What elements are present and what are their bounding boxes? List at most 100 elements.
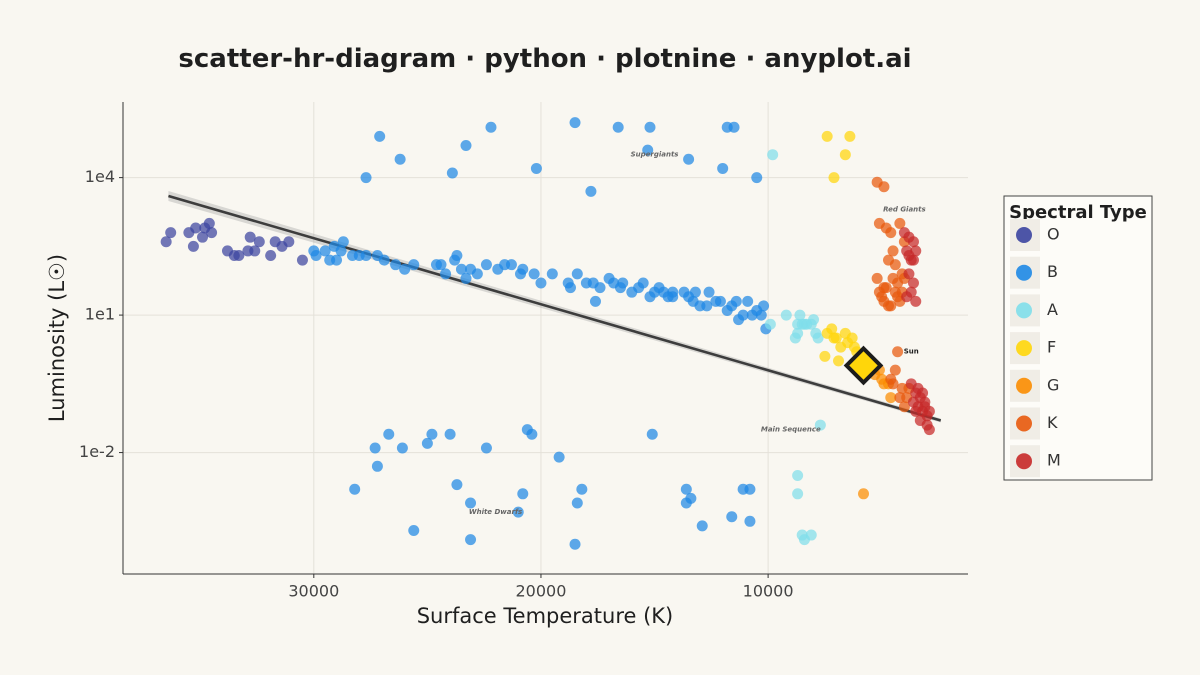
data-point-K xyxy=(882,300,894,312)
legend-label-B: B xyxy=(1047,262,1058,281)
data-point-B xyxy=(680,483,692,495)
data-point-B xyxy=(683,153,695,165)
data-point-B xyxy=(374,130,386,142)
data-point-B xyxy=(696,520,708,532)
data-point-A xyxy=(810,327,822,339)
data-point-F xyxy=(826,323,838,335)
data-point-B xyxy=(451,250,463,262)
y-axis-ticks: 1e-2 1e1 1e4 xyxy=(79,167,123,461)
data-point-B xyxy=(435,259,447,271)
data-point-B xyxy=(553,451,565,463)
data-point-K xyxy=(889,286,901,298)
series-A xyxy=(764,149,826,546)
data-point-O xyxy=(249,245,261,257)
data-point-B xyxy=(594,282,606,294)
annotation-supergiants: Supergiants xyxy=(631,151,679,159)
data-point-G xyxy=(885,392,897,404)
series-O xyxy=(160,217,308,266)
data-point-B xyxy=(742,295,754,307)
data-point-M xyxy=(910,405,922,417)
data-point-K xyxy=(878,282,890,294)
data-point-O xyxy=(165,227,177,239)
x-tick-label: 20000 xyxy=(516,582,567,601)
data-point-B xyxy=(642,144,654,156)
data-point-B xyxy=(758,300,770,312)
legend-key-G xyxy=(1016,377,1032,394)
legend-label-M: M xyxy=(1047,451,1061,470)
data-point-K xyxy=(887,245,899,257)
data-point-F xyxy=(819,350,831,362)
data-point-B xyxy=(571,268,583,280)
legend-key-K xyxy=(1016,415,1032,432)
y-tick-label: 1e-2 xyxy=(79,442,115,461)
data-point-B xyxy=(517,263,529,275)
data-point-A xyxy=(792,488,804,500)
data-point-A xyxy=(794,309,806,321)
data-point-B xyxy=(755,309,767,321)
data-point-K xyxy=(878,181,890,193)
data-point-B xyxy=(512,506,524,518)
data-point-O xyxy=(253,236,265,248)
data-point-A xyxy=(814,419,826,431)
gridlines xyxy=(123,102,968,574)
data-point-K xyxy=(876,291,888,303)
data-point-B xyxy=(726,511,738,523)
data-point-B xyxy=(612,121,624,133)
data-point-B xyxy=(383,428,395,440)
data-point-B xyxy=(471,268,483,280)
legend-label-G: G xyxy=(1047,375,1059,394)
data-point-B xyxy=(689,286,701,298)
data-point-B xyxy=(408,524,420,536)
data-point-B xyxy=(667,291,679,303)
data-point-K xyxy=(887,272,899,284)
data-point-B xyxy=(530,162,542,174)
data-point-B xyxy=(371,460,383,472)
legend-title: Spectral Type xyxy=(1009,202,1147,223)
data-point-B xyxy=(569,117,581,129)
data-point-B xyxy=(589,295,601,307)
data-point-B xyxy=(730,295,742,307)
data-point-B xyxy=(331,254,343,266)
data-point-B xyxy=(480,259,492,271)
data-point-B xyxy=(701,300,713,312)
data-point-B xyxy=(517,488,529,500)
data-point-F xyxy=(828,332,840,344)
data-point-B xyxy=(444,428,456,440)
data-point-O xyxy=(244,231,256,243)
data-point-B xyxy=(426,428,438,440)
data-point-B xyxy=(465,497,477,509)
data-point-A xyxy=(780,309,792,321)
series-M xyxy=(898,227,935,436)
series-F xyxy=(819,130,863,367)
data-point-F xyxy=(821,130,833,142)
annotation-white-dwarfs: White Dwarfs xyxy=(469,508,522,516)
data-point-K xyxy=(889,259,901,271)
data-point-B xyxy=(528,268,540,280)
data-point-B xyxy=(480,442,492,454)
data-point-A xyxy=(796,318,808,330)
legend-label-A: A xyxy=(1047,300,1058,319)
data-point-B xyxy=(369,442,381,454)
data-point-B xyxy=(455,263,467,275)
sun-marker-layer xyxy=(843,345,884,386)
data-point-A xyxy=(792,469,804,481)
data-point-B xyxy=(546,268,558,280)
data-point-B xyxy=(360,172,372,184)
data-point-O xyxy=(190,222,202,234)
data-point-B xyxy=(714,295,726,307)
data-point-B xyxy=(585,185,597,197)
data-point-M xyxy=(901,291,913,303)
data-point-B xyxy=(394,153,406,165)
data-point-K xyxy=(894,217,906,229)
data-point-B xyxy=(460,272,472,284)
data-point-B xyxy=(717,162,729,174)
y-axis-label: Luminosity (L☉) xyxy=(45,254,69,422)
data-point-K xyxy=(885,227,897,239)
data-point-B xyxy=(337,236,349,248)
data-point-B xyxy=(465,534,477,546)
data-point-B xyxy=(571,497,583,509)
data-point-B xyxy=(614,282,626,294)
data-point-M xyxy=(907,277,919,289)
